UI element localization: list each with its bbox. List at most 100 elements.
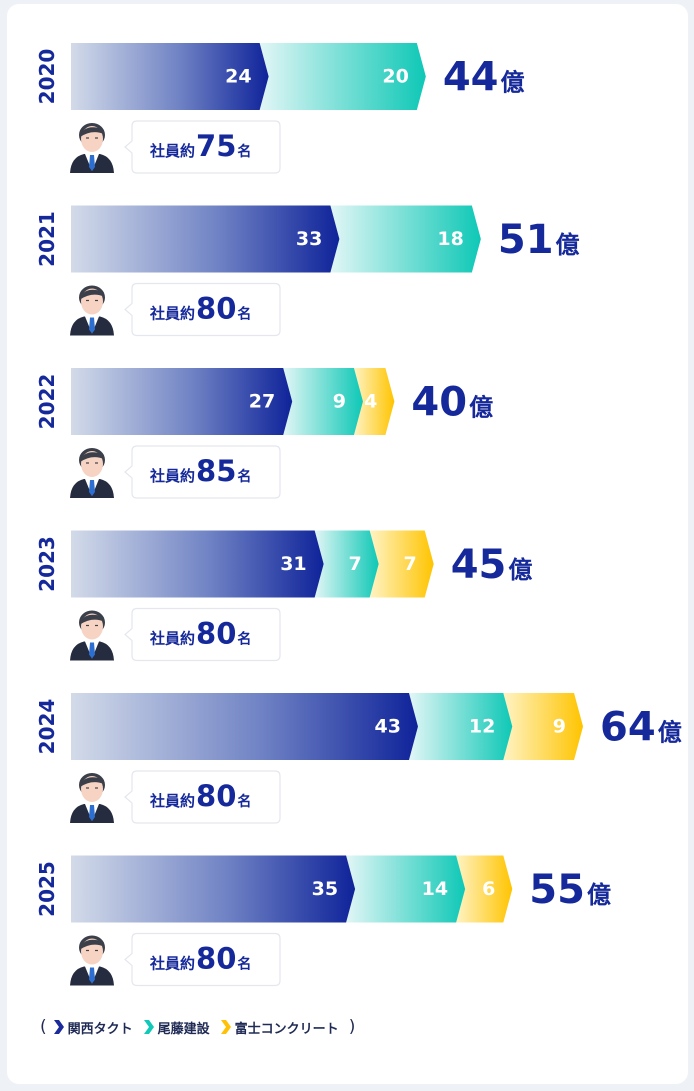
bar-segment-bito-kensetsu	[283, 368, 363, 435]
total-value: 55	[529, 867, 585, 913]
employee-bubble	[124, 282, 281, 337]
bar-value-label: 12	[469, 716, 495, 738]
bar-value-label: 9	[553, 716, 566, 738]
bar-segment-bito-kensetsu	[259, 43, 426, 110]
total-unit: 億	[501, 69, 525, 97]
legend: ( 関西タクト 尾藤建設 富士コンクリート )	[40, 1015, 355, 1039]
chevron-navy-icon	[53, 1020, 64, 1034]
bar-value-label: 9	[333, 391, 346, 413]
employee-count: 75	[196, 129, 236, 163]
legend-item-fuji-concrete: 富士コンクリート	[220, 1018, 339, 1037]
year-label: 2022	[35, 374, 59, 430]
bar-value-label: 4	[364, 391, 377, 413]
employee-prefix: 社員約	[149, 467, 195, 485]
chart-card: 2020 24 20 44億 社員約75名 2021 33 18 51億 社員約80名 2022 27…	[7, 4, 688, 1084]
employee-unit: 名	[237, 793, 251, 810]
year-label: 2021	[35, 211, 59, 267]
total-value: 64	[600, 705, 656, 751]
bar-value-label: 31	[280, 553, 306, 575]
person-tie	[89, 155, 95, 171]
total-label: 55億	[529, 867, 611, 913]
employee-count: 80	[196, 292, 236, 326]
employee-count: 80	[196, 779, 236, 813]
bar-segment-fuji-concrete	[456, 855, 513, 923]
total-label: 44億	[443, 55, 525, 101]
bar-value-label: 6	[482, 878, 495, 900]
employee-count: 80	[196, 942, 236, 976]
employee-avatar	[70, 285, 114, 336]
bar-segment-kanto-takuto	[71, 368, 293, 435]
employee-bubble	[124, 932, 281, 987]
bar-value-label: 7	[348, 553, 361, 575]
year-label: 2024	[35, 699, 59, 755]
person-bangs	[80, 939, 104, 950]
chevron-yellow-icon	[220, 1020, 231, 1034]
total-unit: 億	[508, 556, 532, 584]
bar-segment-bito-kensetsu	[346, 855, 466, 923]
total-label: 64億	[600, 705, 682, 751]
employee-avatar	[70, 935, 114, 986]
bar-segment-bito-kensetsu	[314, 530, 379, 598]
employee-avatar	[70, 610, 114, 661]
employee-count-label: 社員約75名	[149, 129, 251, 163]
bar-segment-kanto-takuto	[71, 43, 269, 110]
bar-segment-bito-kensetsu	[330, 205, 481, 273]
person-tie	[89, 967, 95, 984]
bar-segment-fuji-concrete	[369, 530, 434, 598]
employee-avatar	[70, 773, 114, 823]
total-value: 40	[411, 380, 467, 426]
total-label: 40億	[411, 380, 493, 426]
employee-prefix: 社員約	[149, 630, 195, 648]
person-tie	[89, 642, 95, 659]
bar-value-label: 7	[403, 553, 416, 575]
employee-count: 85	[196, 454, 236, 488]
employee-unit: 名	[237, 956, 251, 973]
employee-count-label: 社員約80名	[149, 779, 251, 813]
employee-count-label: 社員約80名	[149, 292, 251, 326]
employee-bubble	[124, 120, 281, 174]
chevron-teal-icon	[143, 1020, 154, 1034]
bar-value-label: 27	[249, 391, 275, 413]
year-label: 2025	[35, 861, 59, 917]
employee-bubble	[124, 607, 281, 662]
bar-segment-kanto-takuto	[71, 530, 324, 598]
employee-prefix: 社員約	[149, 792, 195, 810]
legend-item-kanto-takuto: 関西タクト	[53, 1018, 133, 1037]
employee-prefix: 社員約	[149, 955, 195, 973]
bar-value-label: 35	[312, 878, 338, 900]
bar-value-label: 14	[422, 878, 448, 900]
bar-value-label: 20	[382, 66, 408, 88]
total-value: 45	[451, 542, 507, 588]
employee-count-label: 社員約80名	[149, 942, 251, 976]
total-label: 51億	[498, 217, 580, 263]
employee-avatar	[70, 448, 114, 498]
employee-prefix: 社員約	[149, 142, 195, 160]
employee-unit: 名	[237, 143, 251, 160]
total-label: 45億	[451, 542, 533, 588]
total-unit: 億	[469, 394, 493, 422]
employee-unit: 名	[237, 306, 251, 323]
employee-count: 80	[196, 617, 236, 651]
bar-value-label: 24	[225, 66, 251, 88]
legend-label: 富士コンクリート	[234, 1021, 339, 1037]
employee-prefix: 社員約	[149, 305, 195, 323]
legend-open-paren: (	[40, 1017, 47, 1037]
total-value: 44	[443, 55, 499, 101]
bar-segment-fuji-concrete	[353, 368, 395, 435]
employee-count-label: 社員約80名	[149, 617, 251, 651]
bar-segment-bito-kensetsu	[408, 693, 513, 760]
employee-unit: 名	[237, 631, 251, 648]
total-unit: 億	[556, 231, 580, 259]
bar-value-label: 43	[375, 716, 401, 738]
employee-count-label: 社員約85名	[149, 454, 251, 488]
person-bangs	[80, 127, 104, 137]
person-bangs	[80, 452, 104, 462]
total-unit: 億	[587, 881, 611, 909]
person-bangs	[80, 289, 104, 300]
